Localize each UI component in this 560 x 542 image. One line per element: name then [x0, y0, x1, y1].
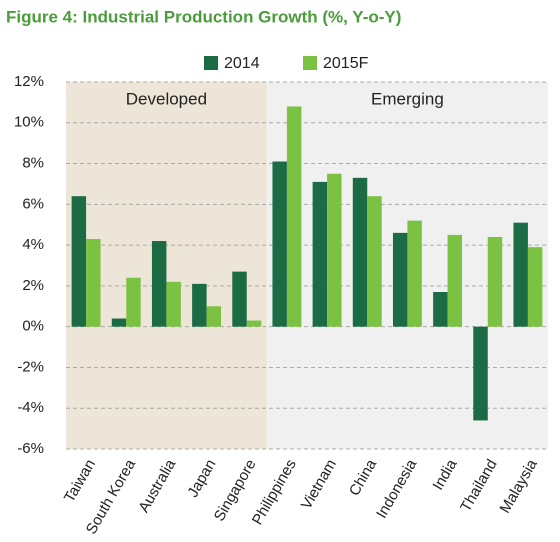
y-tick-label: 6% [22, 195, 44, 212]
bar [71, 196, 87, 327]
legend-swatch [204, 56, 218, 70]
bar [327, 173, 342, 327]
bar [312, 181, 328, 327]
legend-label: 2014 [224, 55, 260, 72]
bar [126, 277, 141, 327]
bar [487, 236, 503, 327]
bar [513, 222, 528, 327]
y-tick-label: -4% [17, 399, 44, 416]
y-tick-label: 10% [14, 114, 44, 131]
region-label: Emerging [371, 89, 444, 108]
x-tick-label: Taiwan [61, 456, 99, 505]
chart-title: Figure 4: Industrial Production Growth (… [6, 7, 401, 26]
bar [473, 326, 488, 421]
x-tick-label: Malaysia [497, 456, 542, 516]
bar [111, 318, 127, 327]
region-label: Developed [126, 89, 207, 108]
legend-swatch [303, 56, 317, 70]
bar [192, 283, 207, 327]
x-tick-label: India [429, 456, 460, 493]
bar [367, 196, 382, 327]
bar [232, 271, 247, 327]
bar [272, 161, 287, 327]
y-tick-label: 8% [22, 155, 44, 172]
y-tick-label: -6% [17, 440, 44, 457]
x-tick-label: Thailand [457, 456, 500, 514]
y-tick-label: 12% [14, 73, 44, 90]
y-tick-label: 4% [22, 236, 44, 253]
x-tick-label: China [346, 456, 381, 499]
x-tick-label: Vietnam [298, 456, 340, 512]
bar [392, 232, 408, 327]
y-tick-label: 2% [22, 277, 44, 294]
bar [246, 320, 262, 327]
bar [352, 177, 368, 327]
bar [86, 238, 101, 327]
bar [407, 220, 422, 327]
x-tick-label: Indonesia [373, 456, 421, 521]
bar [151, 241, 167, 327]
bar [286, 106, 302, 327]
x-tick-label: Australia [135, 456, 179, 516]
legend-label: 2015F [323, 55, 369, 72]
x-tick-label: Japan [184, 456, 219, 500]
bar [433, 292, 448, 327]
bar [447, 234, 463, 327]
y-tick-label: 0% [22, 318, 44, 335]
bar [166, 281, 181, 327]
y-tick-label: -2% [17, 358, 44, 375]
bar [527, 247, 543, 327]
bar [206, 306, 222, 327]
